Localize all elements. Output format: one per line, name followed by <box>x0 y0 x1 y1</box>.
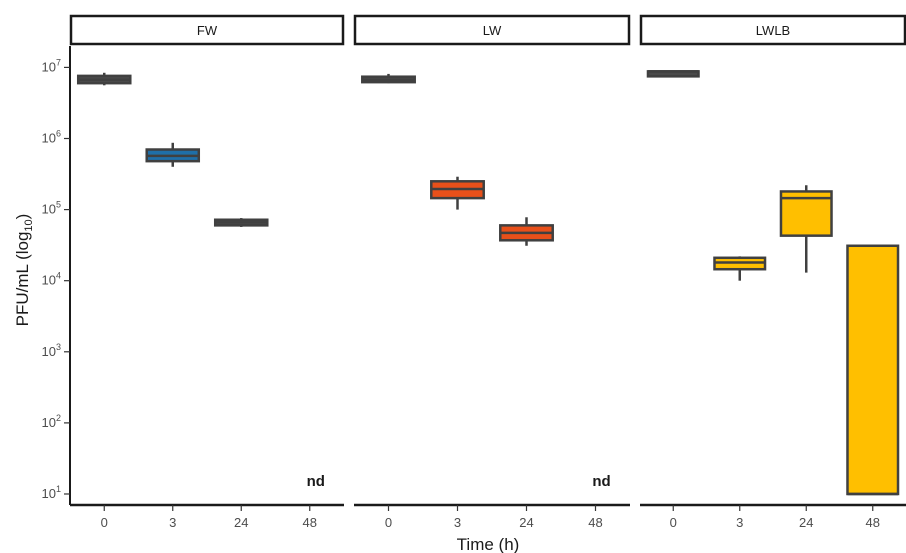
box-body <box>846 244 900 496</box>
facet-strip-label: FW <box>197 23 218 38</box>
y-tick-label: 104 <box>42 271 61 288</box>
box-0 <box>646 70 700 78</box>
y-axis-title: PFU/mL (log10) <box>13 214 35 327</box>
y-axis-title-main: PFU/mL (log <box>13 232 32 327</box>
x-tick-label: 24 <box>519 515 533 530</box>
panel-lw: LW 0 3 24 48 nd <box>353 14 631 530</box>
box-24 <box>213 218 269 227</box>
box-3 <box>713 256 767 281</box>
box-24 <box>499 217 554 246</box>
y-axis-title-close: ) <box>13 214 32 220</box>
panels: FW 0 3 24 48 nd LW 0 3 24 48 nd LWLB 0 3 24 48 <box>69 14 906 530</box>
panel-lwlb: LWLB 0 3 24 48 <box>639 14 906 530</box>
facet-strip <box>353 14 631 46</box>
y-tick-label: 107 <box>42 57 61 74</box>
y-tick-base: 10 <box>42 273 56 288</box>
x-tick-label: 48 <box>588 515 602 530</box>
facet-strip <box>639 14 906 46</box>
x-tick-label: 3 <box>736 515 743 530</box>
not-detected-label: nd <box>592 473 610 490</box>
facet-strip-label: LW <box>483 23 502 38</box>
y-tick-exponent: 2 <box>56 413 61 423</box>
y-tick-label: 101 <box>42 484 61 501</box>
y-tick-label: 102 <box>42 413 61 430</box>
x-tick-label: 0 <box>670 515 677 530</box>
box-48 <box>846 244 900 496</box>
panel-fw: FW 0 3 24 48 nd <box>69 14 345 530</box>
y-tick-label: 105 <box>42 200 61 217</box>
y-tick-base: 10 <box>42 486 56 501</box>
x-axis-title: Time (h) <box>457 535 520 553</box>
box-3 <box>430 176 485 210</box>
box-0 <box>76 72 132 86</box>
y-tick-base: 10 <box>42 130 56 145</box>
y-axis-title-subscript: 10 <box>23 219 35 231</box>
y-tick-exponent: 6 <box>56 128 61 138</box>
facet-strip-label: LWLB <box>756 23 790 38</box>
y-tick-base: 10 <box>42 344 56 359</box>
x-tick-label: 0 <box>101 515 108 530</box>
x-tick-label: 24 <box>799 515 813 530</box>
not-detected-label: nd <box>307 473 325 490</box>
y-tick-base: 10 <box>42 202 56 217</box>
x-tick-label: 0 <box>385 515 392 530</box>
y-tick-exponent: 1 <box>56 484 61 494</box>
facet-strip <box>69 14 345 46</box>
x-tick-label: 3 <box>454 515 461 530</box>
y-tick-exponent: 5 <box>56 200 61 210</box>
x-tick-label: 24 <box>234 515 248 530</box>
x-tick-label: 48 <box>866 515 880 530</box>
y-tick-base: 10 <box>42 59 56 74</box>
y-tick-exponent: 4 <box>56 271 61 281</box>
y-tick-exponent: 3 <box>56 342 61 352</box>
box-0 <box>361 73 416 84</box>
x-tick-label: 48 <box>303 515 317 530</box>
y-tick-label: 103 <box>42 342 61 359</box>
x-tick-label: 3 <box>169 515 176 530</box>
box-24 <box>779 185 833 273</box>
y-tick-base: 10 <box>42 415 56 430</box>
y-tick-exponent: 7 <box>56 57 61 67</box>
y-tick-label: 106 <box>42 128 61 145</box>
box-3 <box>145 142 201 167</box>
